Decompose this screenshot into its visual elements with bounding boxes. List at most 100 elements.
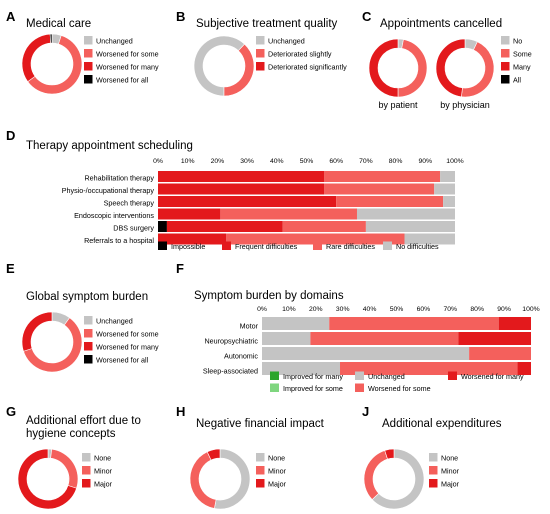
category-label-f-3: Sleep-associated bbox=[203, 367, 258, 376]
bar-f-0-4 bbox=[498, 317, 531, 330]
bar-d-0-3 bbox=[440, 171, 455, 182]
bar-d-1-3 bbox=[434, 183, 455, 195]
donut-slice-j-1 bbox=[363, 450, 388, 500]
category-label-d-1: Physio-/occupational therapy bbox=[62, 186, 155, 195]
tick-label-d-10: 100% bbox=[446, 158, 463, 165]
legend-label-e-1: Worsened for some bbox=[96, 330, 159, 339]
legend-label-b-2: Deteriorated significantly bbox=[268, 63, 347, 72]
legend-label-e-2: Worsened for many bbox=[96, 343, 159, 352]
tick-label-f-0: 0% bbox=[257, 306, 267, 313]
legend-label-j-1: Minor bbox=[441, 467, 460, 476]
legend-swatch-a-3 bbox=[84, 75, 93, 84]
category-label-f-1: Neuropsychiatric bbox=[204, 337, 258, 346]
legend-label-a-0: Unchanged bbox=[96, 37, 133, 46]
legend-label-c-3: All bbox=[513, 76, 521, 85]
legend-swatch-c-0 bbox=[501, 36, 510, 45]
legend-swatch-d-3 bbox=[383, 241, 392, 250]
donut-j bbox=[363, 448, 425, 510]
panel-letter-d: D bbox=[6, 128, 15, 143]
bar-f-1-2 bbox=[262, 332, 311, 345]
donut-slice-g-2 bbox=[17, 448, 77, 510]
donut-c0 bbox=[368, 38, 428, 98]
legend-label-c-1: Some bbox=[513, 50, 532, 59]
panel-title-f: Symptom burden by domains bbox=[194, 290, 344, 302]
panel-letter-j: J bbox=[362, 404, 369, 419]
legend-label-f-3: Worsened for some bbox=[368, 384, 431, 393]
tick-label-d-4: 40% bbox=[270, 158, 284, 165]
category-label-d-5: Referrals to a hospital bbox=[84, 236, 154, 245]
bar-d-0-2 bbox=[324, 171, 441, 182]
panel-letter-h: H bbox=[176, 404, 185, 419]
donut-slice-c1-1 bbox=[461, 41, 495, 98]
bar-f-3-4 bbox=[517, 362, 531, 375]
bar-d-4-2 bbox=[282, 221, 366, 232]
donut-slice-a-3 bbox=[49, 33, 53, 44]
series-label-c-0: by patient bbox=[378, 100, 418, 110]
panel-title-h: Negative financial impact bbox=[196, 418, 325, 430]
tick-label-d-1: 10% bbox=[181, 158, 195, 165]
tick-label-f-9: 90% bbox=[497, 306, 511, 313]
legend-label-f-4: Worsened for many bbox=[461, 372, 524, 381]
legend-label-d-3: No difficulties bbox=[396, 242, 439, 251]
legend-swatch-e-1 bbox=[84, 329, 93, 338]
tick-label-d-2: 20% bbox=[211, 158, 225, 165]
legend-label-d-1: Frequent difficulties bbox=[235, 242, 298, 251]
legend-label-j-2: Major bbox=[441, 480, 460, 489]
legend-swatch-j-1 bbox=[429, 466, 438, 475]
tick-label-d-8: 80% bbox=[389, 158, 403, 165]
bar-f-2-2 bbox=[262, 347, 470, 360]
donut-slice-b-1 bbox=[223, 43, 255, 97]
tick-label-f-3: 30% bbox=[336, 306, 350, 313]
legend-swatch-f-1 bbox=[270, 383, 279, 392]
bar-d-2-3 bbox=[443, 196, 455, 207]
legend-swatch-e-2 bbox=[84, 342, 93, 351]
tick-label-f-8: 80% bbox=[470, 306, 484, 313]
bar-f-0-2 bbox=[262, 317, 330, 330]
tick-label-f-2: 20% bbox=[309, 306, 323, 313]
donut-slice-a-2 bbox=[21, 33, 51, 83]
legend-swatch-f-0 bbox=[270, 371, 279, 380]
legend-swatch-a-1 bbox=[84, 49, 93, 58]
tick-label-d-7: 70% bbox=[359, 158, 373, 165]
legend-swatch-a-2 bbox=[84, 62, 93, 71]
panel-title-g-line-0: Additional effort due to bbox=[26, 415, 141, 427]
donut-e bbox=[21, 311, 83, 373]
donut-h bbox=[189, 448, 251, 510]
tick-label-d-5: 50% bbox=[300, 158, 314, 165]
legend-label-c-0: No bbox=[513, 37, 522, 46]
legend-label-h-1: Minor bbox=[268, 467, 287, 476]
panel-title-c: Appointments cancelled bbox=[380, 18, 502, 30]
panel-title-a: Medical care bbox=[26, 18, 91, 30]
tick-label-d-6: 60% bbox=[329, 158, 343, 165]
legend-swatch-f-3 bbox=[355, 383, 364, 392]
legend-swatch-h-0 bbox=[256, 453, 265, 462]
panel-letter-b: B bbox=[176, 9, 185, 24]
donut-g bbox=[17, 448, 79, 510]
legend-swatch-c-1 bbox=[501, 49, 510, 58]
legend-label-g-2: Major bbox=[94, 480, 113, 489]
tick-label-f-1: 10% bbox=[282, 306, 296, 313]
legend-label-d-0: Impossible bbox=[171, 242, 205, 251]
tick-label-f-4: 40% bbox=[363, 306, 377, 313]
legend-swatch-a-0 bbox=[84, 36, 93, 45]
legend-label-h-0: None bbox=[268, 454, 285, 463]
category-label-d-2: Speech therapy bbox=[104, 199, 155, 208]
legend-label-e-0: Unchanged bbox=[96, 317, 133, 326]
panel-letter-g: G bbox=[6, 404, 16, 419]
donut-slice-c0-2 bbox=[368, 38, 399, 98]
bar-d-5-3 bbox=[404, 233, 455, 245]
bar-d-3-1 bbox=[158, 208, 221, 220]
legend-label-g-0: None bbox=[94, 454, 111, 463]
bar-d-1-1 bbox=[158, 183, 325, 195]
category-label-f-2: Autonomic bbox=[224, 352, 258, 361]
legend-label-f-1: Improved for some bbox=[283, 384, 343, 393]
legend-label-d-2: Rare difficulties bbox=[326, 242, 375, 251]
tick-label-d-3: 30% bbox=[240, 158, 254, 165]
donut-slice-g-1 bbox=[50, 448, 79, 489]
legend-label-a-3: Worsened for all bbox=[96, 76, 149, 85]
bar-f-2-3 bbox=[469, 347, 531, 360]
bar-d-5-1 bbox=[158, 233, 227, 245]
panel-title-g-line-1: hygiene concepts bbox=[26, 428, 116, 440]
category-label-d-0: Rehabilitation therapy bbox=[84, 174, 154, 183]
category-label-f-0: Motor bbox=[240, 322, 259, 331]
